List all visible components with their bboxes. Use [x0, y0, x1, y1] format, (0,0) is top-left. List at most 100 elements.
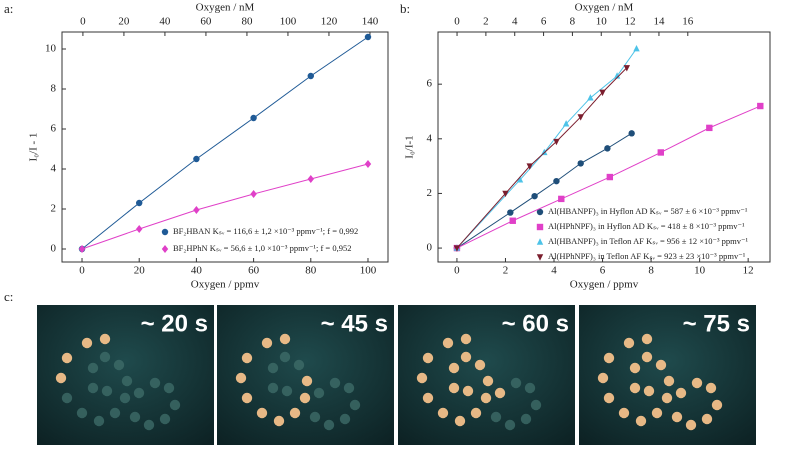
point — [613, 72, 621, 79]
sensor-dot — [623, 337, 635, 349]
legend-marker — [536, 254, 544, 261]
sensor-dot — [61, 352, 73, 364]
sensor-dot — [671, 411, 683, 423]
sensor-dot — [159, 413, 171, 425]
sensor-dot — [641, 333, 653, 345]
y-tick-label: 0 — [51, 243, 57, 255]
sensor-dot — [416, 372, 428, 384]
sensor-dot — [309, 411, 321, 423]
x2-tick-label: 12 — [625, 16, 636, 28]
point — [553, 138, 560, 146]
sensor-dot — [530, 399, 542, 411]
x2-tick-label: 10 — [596, 16, 608, 28]
fit-line — [81, 36, 369, 250]
y-tick-label: 6 — [51, 123, 57, 135]
x-tick-label: 6 — [600, 265, 606, 277]
photo: ~ 60 s — [398, 305, 575, 445]
point — [502, 190, 509, 198]
point — [516, 176, 524, 183]
sensor-dot — [490, 411, 502, 423]
sensor-dot — [289, 407, 301, 419]
sensor-dot — [618, 407, 630, 419]
sensor-dot — [603, 352, 615, 364]
point — [628, 130, 635, 137]
x2-tick-label: 100 — [280, 16, 297, 28]
sensor-dot — [273, 415, 285, 427]
photo-caption: ~ 20 s — [141, 310, 208, 337]
sensor-dot — [462, 385, 474, 397]
sensor-dot — [101, 385, 113, 397]
sensor-dot — [279, 351, 291, 363]
point — [307, 72, 314, 80]
x2-tick-label: 16 — [682, 16, 694, 28]
sensor-dot — [323, 419, 335, 431]
sensor-dot — [163, 382, 175, 394]
panel-label: b: — [400, 1, 410, 16]
sensor-dot — [494, 387, 506, 399]
x-tick-label: 80 — [305, 265, 317, 277]
legend-label: BF₂HBAN Kₛᵥ = 116,6 ± 1,2 ×10⁻³ ppmv⁻¹; … — [173, 226, 358, 236]
point — [250, 114, 257, 122]
sensor-dot — [129, 411, 141, 423]
sensor-dot — [629, 362, 641, 374]
photo-caption: ~ 75 s — [683, 310, 750, 337]
sensor-dot — [299, 392, 311, 404]
point — [599, 89, 606, 97]
y-tick-label: 2 — [427, 187, 433, 199]
point — [577, 160, 584, 167]
x2-tick-label: 120 — [321, 16, 338, 28]
legend-marker — [536, 223, 544, 231]
x-tick-label: 0 — [79, 265, 85, 277]
y-tick-label: 10 — [45, 43, 57, 55]
sensor-dot — [99, 351, 111, 363]
sensor-dot — [470, 407, 482, 419]
x2-axis-label: Oxygen / nM — [575, 2, 634, 14]
x-tick-label: 20 — [134, 265, 146, 277]
y-tick-label: 4 — [427, 132, 433, 144]
point — [507, 209, 514, 216]
sensor-dot — [119, 392, 131, 404]
y-axis-label: I₀/I - 1 — [28, 133, 40, 162]
sensor-dot — [422, 392, 434, 404]
x2-tick-label: 14 — [653, 16, 665, 28]
sensor-dot — [651, 407, 663, 419]
sensor-dot — [81, 337, 93, 349]
photo-caption: ~ 60 s — [502, 310, 569, 337]
panel-label: c: — [4, 289, 13, 304]
sensor-dot — [87, 362, 99, 374]
point — [562, 120, 570, 127]
x-axis-label: Oxygen / ppmv — [570, 279, 639, 291]
sensor-dot — [149, 377, 161, 389]
x2-tick-label: 2 — [483, 16, 489, 28]
y-tick-label: 4 — [51, 163, 57, 175]
sensor-dot — [241, 352, 253, 364]
sensor-dot — [603, 392, 615, 404]
sensor-dot — [474, 359, 486, 371]
y-tick-label: 2 — [51, 203, 57, 215]
sensor-dot — [482, 375, 494, 387]
x2-tick-label: 20 — [118, 16, 130, 28]
point — [706, 124, 713, 132]
legend-label: Al(HBANPF)₃ in Hyflon AD Kₛᵥ = 587 ± 6 ×… — [548, 206, 748, 216]
photo: ~ 75 s — [579, 305, 756, 445]
sensor-dot — [279, 333, 291, 345]
sensor-dot — [241, 392, 253, 404]
plot-frame — [437, 31, 771, 263]
sensor-dot — [504, 419, 516, 431]
sensor-dot — [437, 407, 449, 419]
sensor-dot — [143, 419, 155, 431]
x-tick-label: 40 — [191, 265, 203, 277]
photo: ~ 45 s — [217, 305, 394, 445]
sensor-dot — [460, 333, 472, 345]
sensor-dot — [343, 382, 355, 394]
sensor-dot — [76, 407, 88, 419]
point — [558, 195, 565, 203]
legend-label: Al(HPhNPF)₃ in Hyflon AD Kₛᵥ = 418 ± 8 ×… — [548, 221, 745, 231]
point — [78, 245, 86, 253]
point — [657, 149, 664, 156]
sensor-dot — [133, 387, 145, 399]
x-tick-label: 4 — [551, 265, 557, 277]
legend-label: BF₂HPhN Kₛᵥ = 56,6 ± 1,0 ×10⁻³ ppmv⁻¹; f… — [173, 243, 351, 253]
x2-tick-label: 140 — [362, 16, 379, 28]
sensor-dot — [313, 387, 325, 399]
